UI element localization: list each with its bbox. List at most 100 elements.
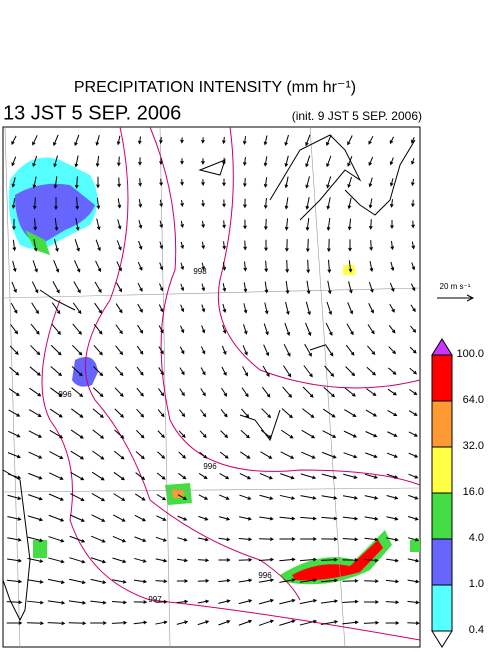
wind-arrow	[240, 451, 251, 459]
wind-arrow	[201, 179, 205, 186]
wind-arrow	[6, 600, 23, 605]
wind-arrow	[32, 260, 38, 273]
wind-arrow	[134, 536, 147, 543]
wind-arrow	[135, 472, 146, 480]
wind-arrow	[387, 388, 397, 396]
wind-arrow	[180, 262, 185, 271]
wind-arrow	[407, 537, 420, 542]
wind-arrow	[73, 260, 81, 273]
wind-arrow	[49, 451, 64, 459]
wind-arrow	[201, 220, 205, 229]
wind-arrow	[342, 495, 358, 500]
wind-arrow	[263, 218, 268, 231]
wind-arrow	[305, 238, 310, 253]
wind-arrow	[115, 303, 123, 314]
wind-arrow	[222, 283, 227, 292]
colorbar-label: 1.0	[469, 578, 484, 590]
wind-arrow	[27, 536, 44, 543]
wind-arrow	[284, 134, 289, 147]
wind-arrow	[342, 578, 359, 583]
wind-arrow	[113, 450, 125, 460]
wind-arrow	[138, 199, 143, 208]
wind-arrow	[48, 557, 65, 564]
wind-arrow	[365, 452, 378, 459]
wind-arrow	[259, 516, 274, 521]
wind-arrow	[322, 451, 337, 459]
wind-arrow	[364, 473, 378, 479]
wind-arrow	[201, 137, 205, 144]
rain-area	[172, 489, 184, 498]
wind-arrow	[305, 217, 310, 232]
wind-arrow	[390, 261, 395, 272]
wind-arrow	[367, 324, 375, 335]
wind-arrow	[258, 619, 274, 626]
wind-arrow	[136, 408, 145, 418]
colorbar-segment	[431, 354, 453, 402]
wind-arrow	[32, 197, 37, 210]
wind-arrow	[155, 620, 168, 625]
wind-arrow	[369, 260, 374, 272]
wind-arrow	[258, 557, 275, 562]
wind-arrow	[368, 219, 373, 230]
wind-arrow	[176, 579, 189, 583]
wind-arrow	[133, 579, 148, 584]
wind-arrow	[96, 197, 101, 210]
wind-arrow	[238, 599, 253, 605]
wind-arrow	[200, 346, 206, 355]
wind-arrow	[264, 302, 269, 315]
wind-arrow	[238, 537, 253, 542]
wind-arrow	[179, 409, 186, 418]
wind-arrow	[12, 260, 17, 273]
wind-arrow	[159, 137, 163, 144]
wind-arrow	[32, 155, 38, 168]
wind-arrow	[68, 621, 87, 626]
wind-arrow	[320, 620, 339, 625]
wind-arrow	[222, 303, 227, 313]
wind-arrow	[114, 366, 124, 377]
wind-arrow	[279, 494, 296, 500]
wind-arrow	[201, 241, 206, 250]
wind-arrow	[368, 177, 373, 188]
wind-arrow	[33, 239, 38, 252]
wind-arrow	[284, 322, 291, 336]
contour-label: 997	[148, 595, 162, 604]
wind-arrow	[243, 282, 248, 293]
wind-arrow	[238, 619, 253, 626]
wind-arrow	[180, 137, 184, 144]
wind-arrow	[279, 619, 296, 626]
wind-arrow	[49, 472, 64, 480]
wind-arrow	[342, 537, 359, 542]
wind-arrow	[31, 302, 39, 315]
wind-arrow	[74, 155, 79, 168]
wind-arrow	[320, 578, 339, 583]
wind-arrow	[69, 514, 85, 522]
wind-arrow	[90, 578, 107, 584]
wind-arrow	[264, 281, 269, 294]
wind-arrow	[75, 197, 80, 210]
wind-arrow	[116, 282, 123, 293]
wind-arrow	[386, 537, 399, 542]
wind-arrow	[50, 387, 63, 397]
wind-arrow	[114, 387, 124, 397]
wind-arrow	[342, 558, 359, 562]
wind-arrow	[323, 387, 335, 398]
wind-arrow	[347, 197, 352, 210]
wind-arrow	[299, 619, 318, 626]
wind-arrow	[180, 283, 185, 292]
wind-arrow	[48, 493, 64, 501]
wind-arrow	[219, 472, 230, 480]
wind-arrow	[279, 598, 296, 605]
wind-arrow	[222, 241, 227, 250]
wind-arrow	[179, 367, 185, 376]
wind-arrow	[369, 240, 374, 251]
wind-arrow	[198, 473, 208, 480]
wind-arrow	[201, 304, 206, 313]
wind-arrow	[343, 430, 358, 438]
wind-arrow	[117, 198, 122, 209]
wind-arrow	[12, 239, 17, 252]
wind-arrow	[326, 134, 332, 146]
wind-legend-arrow	[437, 294, 475, 302]
wind-arrow	[388, 346, 396, 355]
wind-arrow	[344, 387, 356, 397]
wind-arrow	[321, 537, 338, 541]
